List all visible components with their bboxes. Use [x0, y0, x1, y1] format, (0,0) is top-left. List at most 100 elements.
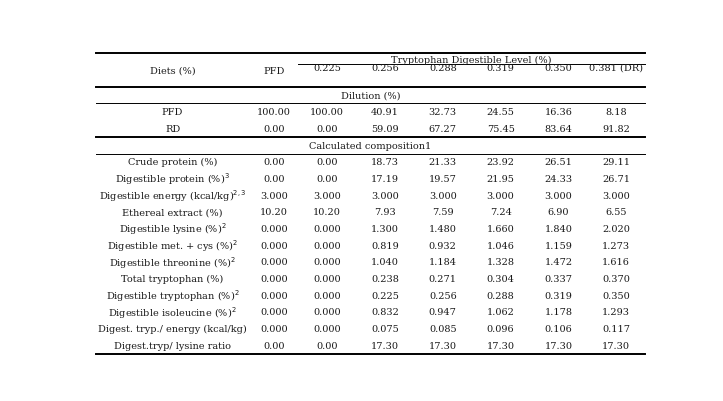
Text: 7.24: 7.24	[489, 208, 512, 217]
Text: 100.00: 100.00	[257, 108, 291, 117]
Text: 1.293: 1.293	[602, 308, 630, 317]
Text: 0.000: 0.000	[313, 308, 341, 317]
Text: Total tryptophan (%): Total tryptophan (%)	[121, 274, 223, 284]
Text: 6.90: 6.90	[547, 208, 569, 217]
Text: 3.000: 3.000	[544, 191, 573, 200]
Text: Digestible lysine (%)$^{2}$: Digestible lysine (%)$^{2}$	[119, 221, 226, 237]
Text: 0.288: 0.288	[487, 291, 515, 300]
Text: 16.36: 16.36	[544, 108, 573, 117]
Text: 18.73: 18.73	[371, 158, 399, 167]
Text: Crude protein (%): Crude protein (%)	[128, 158, 217, 167]
Text: 0.075: 0.075	[371, 324, 399, 333]
Text: 67.27: 67.27	[429, 125, 457, 134]
Text: Ethereal extract (%): Ethereal extract (%)	[122, 208, 223, 217]
Text: 0.304: 0.304	[487, 274, 515, 284]
Text: 0.000: 0.000	[260, 308, 288, 317]
Text: 3.000: 3.000	[313, 191, 341, 200]
Text: 0.288: 0.288	[429, 63, 457, 73]
Text: Digest. tryp./ energy (kcal/kg): Digest. tryp./ energy (kcal/kg)	[98, 324, 247, 333]
Text: 59.09: 59.09	[371, 125, 399, 134]
Text: 0.947: 0.947	[429, 308, 457, 317]
Text: 3.000: 3.000	[429, 191, 457, 200]
Text: 0.000: 0.000	[260, 225, 288, 233]
Text: Calculated composition1: Calculated composition1	[309, 141, 432, 150]
Text: 0.117: 0.117	[602, 324, 630, 333]
Text: 0.271: 0.271	[429, 274, 457, 284]
Text: 7.93: 7.93	[374, 208, 396, 217]
Text: 83.64: 83.64	[544, 125, 573, 134]
Text: 91.82: 91.82	[602, 125, 630, 134]
Text: 0.00: 0.00	[317, 341, 338, 350]
Text: 17.30: 17.30	[544, 341, 573, 350]
Text: 0.106: 0.106	[544, 324, 573, 333]
Text: 17.30: 17.30	[429, 341, 457, 350]
Text: 1.040: 1.040	[371, 258, 399, 267]
Text: 0.000: 0.000	[260, 274, 288, 284]
Text: 0.096: 0.096	[487, 324, 514, 333]
Text: 0.00: 0.00	[263, 158, 284, 167]
Text: 1.159: 1.159	[544, 241, 573, 250]
Text: 0.000: 0.000	[313, 274, 341, 284]
Text: Digestible energy (kcal/kg)$^{2,3}$: Digestible energy (kcal/kg)$^{2,3}$	[99, 188, 247, 204]
Text: 29.11: 29.11	[602, 158, 630, 167]
Text: 17.19: 17.19	[371, 174, 399, 184]
Text: 0.085: 0.085	[429, 324, 457, 333]
Text: 0.337: 0.337	[544, 274, 573, 284]
Text: 17.30: 17.30	[371, 341, 399, 350]
Text: Tryptophan Digestible Level (%): Tryptophan Digestible Level (%)	[391, 56, 552, 65]
Text: 100.00: 100.00	[310, 108, 344, 117]
Text: 75.45: 75.45	[487, 125, 515, 134]
Text: 0.225: 0.225	[313, 63, 341, 73]
Text: 1.660: 1.660	[487, 225, 515, 233]
Text: 0.350: 0.350	[544, 63, 573, 73]
Text: 1.472: 1.472	[544, 258, 573, 267]
Text: Digest.tryp/ lysine ratio: Digest.tryp/ lysine ratio	[114, 341, 231, 350]
Text: 24.55: 24.55	[487, 108, 515, 117]
Text: 0.000: 0.000	[313, 291, 341, 300]
Text: 3.000: 3.000	[487, 191, 515, 200]
Text: PFD: PFD	[263, 67, 284, 75]
Text: 26.71: 26.71	[602, 174, 630, 184]
Text: 0.00: 0.00	[263, 341, 284, 350]
Text: 1.062: 1.062	[487, 308, 515, 317]
Text: 0.370: 0.370	[602, 274, 630, 284]
Text: 21.33: 21.33	[429, 158, 457, 167]
Text: 1.328: 1.328	[487, 258, 515, 267]
Text: Digestible met. + cys (%)$^{2}$: Digestible met. + cys (%)$^{2}$	[107, 238, 238, 253]
Text: 1.840: 1.840	[544, 225, 573, 233]
Text: 0.00: 0.00	[317, 174, 338, 184]
Text: 0.319: 0.319	[544, 291, 573, 300]
Text: 10.20: 10.20	[313, 208, 341, 217]
Text: 6.55: 6.55	[605, 208, 627, 217]
Text: Digestible threonine (%)$^{2}$: Digestible threonine (%)$^{2}$	[109, 254, 236, 270]
Text: Dilution (%): Dilution (%)	[341, 91, 401, 100]
Text: Digestible protein (%)$^{3}$: Digestible protein (%)$^{3}$	[115, 171, 230, 187]
Text: 1.178: 1.178	[544, 308, 573, 317]
Text: 2.020: 2.020	[602, 225, 630, 233]
Text: 0.319: 0.319	[487, 63, 515, 73]
Text: 7.59: 7.59	[432, 208, 453, 217]
Text: RD: RD	[165, 125, 180, 134]
Text: 10.20: 10.20	[260, 208, 288, 217]
Text: 8.18: 8.18	[605, 108, 627, 117]
Text: 0.238: 0.238	[371, 274, 399, 284]
Text: 19.57: 19.57	[429, 174, 457, 184]
Text: 1.480: 1.480	[429, 225, 457, 233]
Text: 0.000: 0.000	[260, 324, 288, 333]
Text: 3.000: 3.000	[260, 191, 288, 200]
Text: 1.046: 1.046	[487, 241, 515, 250]
Text: Digestible isoleucine (%)$^{2}$: Digestible isoleucine (%)$^{2}$	[108, 304, 237, 320]
Text: 24.33: 24.33	[544, 174, 573, 184]
Text: 32.73: 32.73	[429, 108, 457, 117]
Text: 0.000: 0.000	[260, 241, 288, 250]
Text: 3.000: 3.000	[371, 191, 399, 200]
Text: 0.225: 0.225	[371, 291, 399, 300]
Text: 0.00: 0.00	[317, 158, 338, 167]
Text: 1.616: 1.616	[602, 258, 630, 267]
Text: 0.00: 0.00	[263, 174, 284, 184]
Text: 1.273: 1.273	[602, 241, 630, 250]
Text: 0.000: 0.000	[313, 324, 341, 333]
Text: 0.000: 0.000	[313, 241, 341, 250]
Text: 26.51: 26.51	[544, 158, 573, 167]
Text: 1.300: 1.300	[371, 225, 399, 233]
